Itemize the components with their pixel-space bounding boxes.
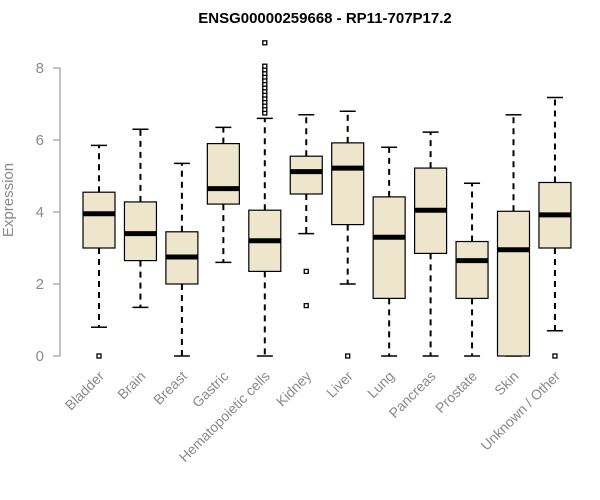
- outlier-point: [262, 63, 268, 69]
- y-tick-label: 4: [36, 204, 44, 221]
- iqr-box: [455, 240, 489, 300]
- outlier-point: [96, 353, 102, 359]
- plot-area: [82, 40, 572, 359]
- y-tick-label: 2: [36, 276, 44, 293]
- box-group: [538, 96, 572, 359]
- x-tick-label: Lung: [364, 368, 397, 401]
- iqr-box: [206, 143, 240, 205]
- iqr-box: [82, 191, 116, 249]
- box-group: [248, 40, 282, 357]
- x-tick-label: Breast: [150, 368, 190, 408]
- y-tick-label: 0: [36, 348, 44, 365]
- x-tick-label: Kidney: [273, 368, 315, 410]
- outlier-point: [552, 353, 558, 359]
- box-group: [289, 114, 323, 309]
- chart-title: ENSG00000259668 - RP11-707P17.2: [198, 10, 452, 27]
- y-axis-title: Expression: [0, 163, 17, 237]
- box-group: [123, 128, 158, 309]
- iqr-box: [496, 210, 531, 357]
- iqr-box: [372, 196, 406, 300]
- box-group: [414, 131, 448, 357]
- y-tick-label: 8: [36, 60, 44, 77]
- y-tick-label: 6: [36, 132, 44, 149]
- box-group: [496, 114, 531, 357]
- box-group: [165, 162, 199, 357]
- box-group: [372, 146, 406, 357]
- box-group: [82, 144, 116, 359]
- x-tick-label: Skin: [491, 368, 522, 399]
- x-tick-label: Prostate: [432, 368, 480, 416]
- outlier-point: [303, 302, 309, 309]
- box-group: [331, 110, 365, 359]
- outlier-point: [345, 353, 351, 359]
- iqr-box: [289, 155, 323, 195]
- x-tick-label: Bladder: [62, 368, 108, 414]
- outlier-point: [303, 268, 309, 275]
- box-group: [206, 126, 240, 264]
- iqr-box: [331, 142, 365, 226]
- x-tick-label: Unknown / Other: [477, 368, 563, 454]
- outlier-point: [262, 40, 268, 46]
- x-tick-label: Brain: [114, 368, 148, 402]
- box-group: [455, 182, 489, 357]
- y-axis: 0 2 4 6 8: [36, 60, 61, 365]
- x-tick-label: Liver: [323, 368, 356, 401]
